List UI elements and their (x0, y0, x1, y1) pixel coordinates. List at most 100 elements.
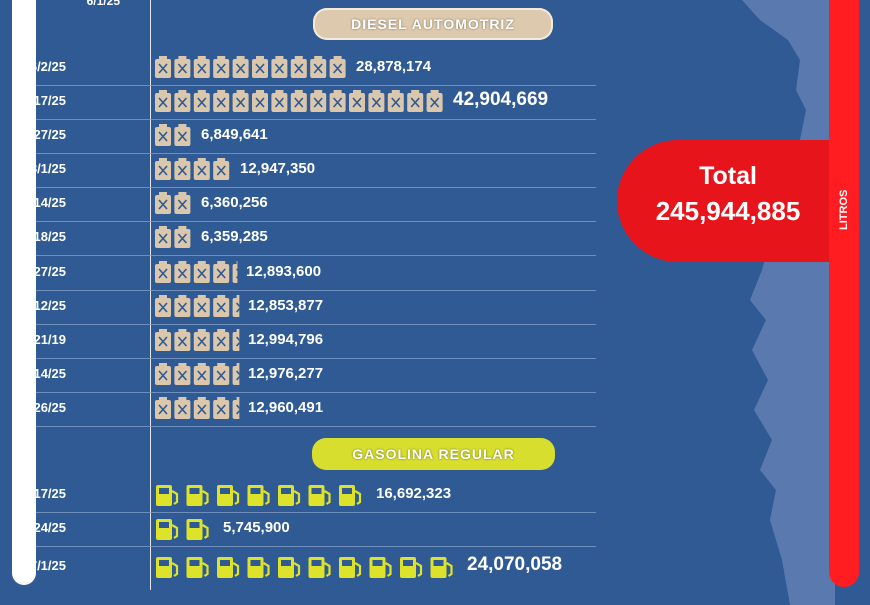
row-value-label: 42,904,669 (453, 89, 549, 110)
jerrycan-icon (213, 363, 230, 385)
chart-row: 6/27/25 6,849,641 (23, 121, 596, 154)
jerrycan-icon (155, 56, 171, 78)
jerrycan-icon (329, 56, 346, 78)
jerrycan-icon (174, 158, 191, 180)
jerrycan-icon (213, 329, 230, 351)
row-divider (36, 546, 596, 547)
jerrycan-icon (155, 124, 171, 146)
jerrycan-icon (213, 56, 230, 78)
jerrycan-icon (174, 90, 191, 112)
row-date-label: 6/24/25 (22, 520, 66, 535)
jerrycan-icon (155, 90, 171, 112)
jerrycan-pictogram (155, 90, 443, 112)
jerrycan-icon (193, 56, 210, 78)
jerrycan-icon (232, 295, 240, 317)
fuel-pump-icon (217, 557, 240, 578)
jerrycan-icon (252, 90, 268, 112)
row-divider (36, 426, 596, 427)
gasoline-category-label: GASOLINA REGULAR (352, 446, 515, 462)
diesel-category-label: DIESEL AUTOMOTRIZ (351, 16, 515, 32)
jerrycan-icon (174, 363, 191, 385)
row-value-label: 6,360,256 (201, 194, 268, 211)
row-date-label: 12/26/25 (15, 400, 66, 415)
jerrycan-icon (232, 261, 238, 283)
row-date-label: 7/1/25 (29, 558, 66, 573)
row-value-label: 12,960,491 (248, 399, 324, 416)
left-white-bar (12, 0, 36, 585)
jerrycan-icon (174, 329, 191, 351)
jerrycan-icon (174, 226, 191, 248)
chart-row: 11/21/19 12,994,796 (16, 326, 596, 359)
chart-row: 9/12/25 12,853,877 (23, 292, 596, 325)
row-value-label: 6,849,641 (201, 126, 268, 143)
jerrycan-icon (252, 56, 268, 78)
chart-row: 8/14/25 6,360,256 (23, 189, 596, 222)
jerrycan-icon (193, 295, 210, 317)
row-value-label: 12,947,350 (240, 160, 316, 177)
jerrycan-icon (232, 56, 249, 78)
jerrycan-icon (155, 261, 171, 283)
fuel-pump-icon (400, 557, 423, 578)
total-badge: Total 245,944,885 (617, 140, 857, 262)
jerrycan-pictogram (155, 363, 240, 385)
chart-row: 6/24/25 5,745,900 (23, 514, 596, 547)
row-divider (36, 119, 596, 120)
chart-row: 6/2/25 28,878,174 (30, 53, 596, 86)
row-value-label: 16,692,323 (376, 485, 452, 502)
jerrycan-icon (174, 397, 191, 419)
chart-row: 12/26/25 12,960,491 (15, 394, 596, 427)
row-date-label: 9/12/25 (22, 298, 66, 313)
row-value-label: 12,853,877 (248, 297, 324, 314)
fuel-pump-icon (339, 557, 362, 578)
row-divider (36, 512, 596, 513)
fuel-pump-icon (186, 557, 209, 578)
jerrycan-icon (213, 295, 230, 317)
row-date-label: 8/18/25 (22, 229, 66, 244)
jerrycan-icon (193, 397, 210, 419)
cut-off-date-label: 6/1/25 (86, 0, 120, 8)
row-divider (36, 324, 596, 325)
fuel-pump-icon (156, 485, 179, 506)
row-divider (36, 85, 596, 86)
jerrycan-icon (174, 295, 191, 317)
jerrycan-icon (155, 329, 171, 351)
fuel-pump-icon (369, 557, 392, 578)
timeline-axis (150, 0, 151, 590)
jerrycan-icon (155, 397, 171, 419)
jerrycan-icon (310, 90, 327, 112)
chart-row: 8/18/25 6,359,285 (23, 223, 596, 256)
row-divider (36, 255, 596, 256)
jerrycan-icon (387, 90, 404, 112)
fuel-pump-icon (247, 485, 270, 506)
jerrycan-icon (174, 192, 191, 214)
fuel-pump-pictogram (156, 557, 453, 578)
jerrycan-icon (155, 158, 171, 180)
jerrycan-icon (193, 158, 210, 180)
row-value-label: 24,070,058 (467, 554, 563, 575)
fuel-pump-icon (278, 485, 301, 506)
jerrycan-icon (155, 192, 171, 214)
row-date-label: 8/14/25 (22, 195, 66, 210)
jerrycan-pictogram (155, 397, 240, 419)
jerrycan-icon (232, 329, 240, 351)
chart-row: 12/14/25 12,976,277 (15, 360, 596, 393)
chart-row: 7/1/25 24,070,058 (30, 552, 596, 582)
jerrycan-icon (368, 90, 385, 112)
unit-label: LITROS (838, 189, 850, 230)
jerrycan-pictogram (155, 124, 191, 146)
total-value: 245,944,885 (655, 196, 801, 226)
row-date-label: 12/14/25 (15, 366, 66, 381)
jerrycan-icon (213, 261, 230, 283)
row-date-label: 8/27/25 (22, 264, 66, 279)
fuel-pump-icon (278, 557, 301, 578)
jerrycan-icon (290, 90, 307, 112)
diesel-category-pill: DIESEL AUTOMOTRIZ (313, 8, 553, 40)
row-value-label: 12,994,796 (248, 331, 324, 348)
jerrycan-icon (193, 363, 210, 385)
jerrycan-icon (193, 90, 210, 112)
jerrycan-pictogram (155, 226, 191, 248)
jerrycan-icon (155, 295, 171, 317)
row-date-label: 11/21/19 (16, 332, 66, 347)
jerrycan-icon (213, 90, 230, 112)
red-unit-bar (829, 0, 859, 587)
